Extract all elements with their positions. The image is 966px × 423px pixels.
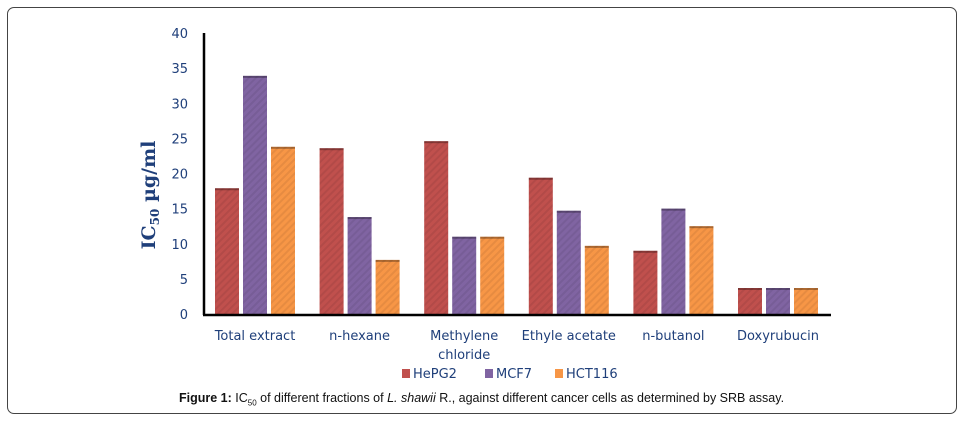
bar-hatch [243, 75, 267, 314]
bar-top-edge [738, 288, 762, 291]
figure-caption: Figure 1: IC50 of different fractions of… [179, 391, 785, 408]
bar-hatch [794, 288, 818, 314]
bar-hatch [528, 177, 553, 314]
bar-hatch [215, 188, 239, 314]
y-tick-label: 30 [171, 97, 188, 112]
x-tick-label: n-hexane [329, 329, 390, 344]
y-tick-label: 10 [171, 238, 188, 253]
bar-hatch [452, 236, 477, 314]
bar-hatch [347, 217, 372, 314]
bar-hatch [689, 226, 714, 314]
x-tick-label: Total extract [214, 329, 296, 344]
bar-top-edge [689, 226, 714, 229]
bar-hatch [633, 250, 658, 314]
bar-top-edge [243, 75, 267, 78]
legend-swatch-hct116 [555, 369, 563, 378]
y-tick-label: 35 [171, 62, 188, 77]
legend-swatch-mcf7 [485, 369, 493, 378]
bar-top-edge [452, 236, 477, 239]
legend-swatch-hepg2 [402, 369, 410, 378]
bar-top-edge [794, 288, 818, 291]
bar-top-edge [584, 245, 609, 248]
y-tick-label: 20 [171, 168, 188, 183]
bar-hatch [271, 146, 295, 314]
figure-frame [7, 7, 957, 414]
bar-hatch [375, 259, 400, 314]
bar-top-edge [375, 259, 400, 262]
bar-top-edge [215, 188, 239, 191]
bar-hatch [556, 210, 581, 314]
y-tick-label: 5 [180, 273, 188, 288]
bar-hatch [584, 245, 609, 314]
x-tick-label: Ethyle acetate [522, 329, 616, 344]
bar-top-edge [424, 141, 449, 144]
y-axis-label: IC50 µg/ml [138, 141, 162, 250]
x-tick-label: Methylene chloride [430, 329, 498, 363]
y-tick-label: 40 [171, 27, 188, 42]
bar-hatch [766, 288, 790, 314]
y-tick-label: 0 [180, 308, 188, 323]
bar-top-edge [766, 288, 790, 291]
bar-top-edge [556, 210, 581, 213]
bar-top-edge [271, 146, 295, 149]
bar-top-edge [347, 217, 372, 220]
bar-top-edge [319, 148, 344, 151]
y-tick-label: 25 [171, 132, 188, 147]
bar-hatch [424, 141, 449, 314]
x-tick-label: Doxyrubucin [737, 329, 819, 344]
bar-top-edge [633, 250, 658, 253]
bar-top-edge [661, 208, 686, 211]
x-tick-label: n-butanol [642, 329, 704, 344]
bar-top-edge [480, 236, 505, 239]
bar-top-edge [528, 177, 553, 180]
bar-hatch [480, 236, 505, 314]
legend-label: HCT116 [566, 367, 618, 382]
legend-label: MCF7 [496, 367, 532, 382]
bar-hatch [319, 148, 344, 314]
bar-hatch [661, 208, 686, 314]
y-tick-label: 15 [171, 203, 188, 218]
legend-label: HePG2 [413, 367, 457, 382]
bar-hatch [738, 288, 762, 314]
